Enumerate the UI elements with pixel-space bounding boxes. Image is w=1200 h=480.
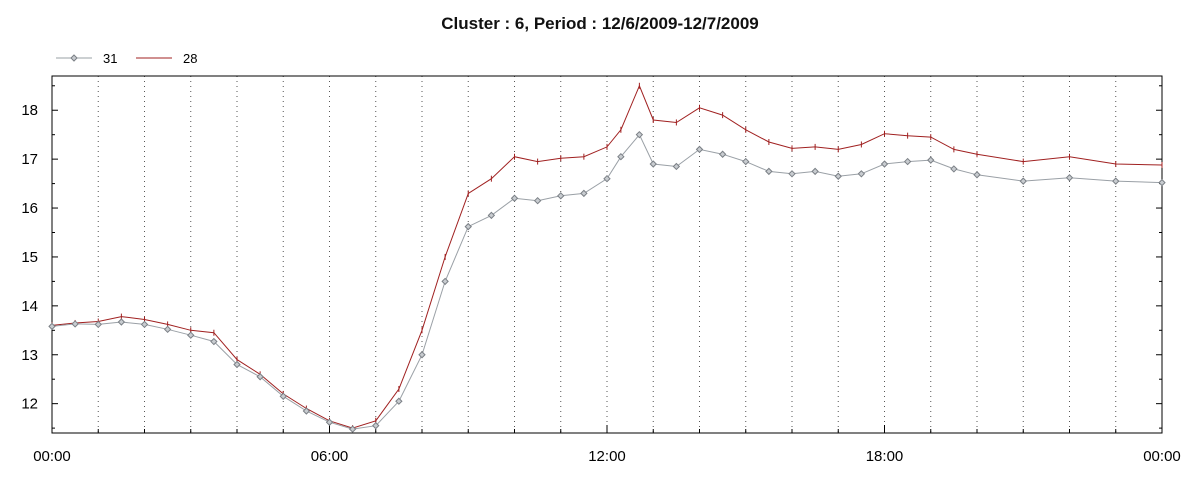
plot-frame bbox=[51, 75, 1163, 434]
data-point-31 bbox=[834, 172, 842, 180]
data-point-31 bbox=[718, 150, 727, 158]
data-point-31 bbox=[325, 418, 334, 426]
y-tick-label: 16 bbox=[21, 200, 38, 217]
data-point-31 bbox=[788, 170, 796, 178]
x-tick-label: 00:00 bbox=[1143, 448, 1181, 465]
data-point-31 bbox=[94, 320, 102, 329]
y-tick-label: 13 bbox=[21, 347, 38, 364]
data-point-31 bbox=[903, 157, 912, 166]
data-point-31 bbox=[464, 222, 472, 231]
legend-label-28: 28 bbox=[183, 51, 197, 66]
data-point-31 bbox=[117, 318, 126, 326]
y-tick-label: 15 bbox=[21, 249, 38, 266]
data-point-31 bbox=[557, 192, 565, 200]
x-tick-label: 00:00 bbox=[33, 448, 71, 465]
data-point-31 bbox=[950, 165, 958, 173]
data-point-31 bbox=[857, 170, 866, 178]
data-point-31 bbox=[256, 373, 264, 381]
legend-label-31: 31 bbox=[103, 51, 117, 66]
data-point-31 bbox=[348, 425, 357, 433]
x-tick-label: 18:00 bbox=[866, 448, 904, 465]
series-markers-31 bbox=[48, 130, 1166, 433]
data-point-31 bbox=[233, 360, 241, 369]
data-point-31 bbox=[302, 407, 311, 415]
data-point-31 bbox=[441, 277, 449, 286]
data-point-31 bbox=[695, 145, 704, 154]
data-point-31 bbox=[811, 167, 819, 176]
y-tick-label: 17 bbox=[21, 151, 38, 168]
data-point-31 bbox=[510, 194, 519, 202]
data-point-31 bbox=[279, 392, 287, 401]
data-point-31 bbox=[880, 160, 889, 168]
data-point-31 bbox=[1112, 177, 1120, 185]
data-point-31 bbox=[635, 130, 644, 139]
data-point-31 bbox=[418, 351, 426, 359]
data-point-31 bbox=[163, 325, 172, 334]
y-tick-label: 12 bbox=[21, 396, 38, 413]
chart-title: Cluster : 6, Period : 12/6/2009-12/7/200… bbox=[441, 14, 759, 33]
data-point-31 bbox=[187, 331, 195, 339]
series-line-31 bbox=[51, 133, 1163, 430]
data-point-31 bbox=[580, 189, 588, 198]
data-point-31 bbox=[210, 337, 218, 346]
data-point-31 bbox=[672, 162, 681, 171]
data-point-31 bbox=[1019, 177, 1027, 185]
data-point-31 bbox=[1158, 178, 1166, 187]
series-line-28 bbox=[51, 84, 1163, 429]
x-tick-label: 06:00 bbox=[311, 448, 349, 465]
data-point-31 bbox=[487, 211, 496, 220]
data-point-31 bbox=[372, 421, 380, 430]
data-point-31 bbox=[927, 156, 935, 164]
x-tick-label: 12:00 bbox=[588, 448, 626, 465]
data-point-31 bbox=[48, 322, 56, 331]
data-point-31 bbox=[973, 171, 981, 179]
legend-marker-31 bbox=[70, 54, 78, 62]
y-tick-label: 14 bbox=[21, 298, 38, 315]
data-point-31 bbox=[71, 320, 79, 328]
data-point-31 bbox=[649, 160, 657, 168]
data-point-31 bbox=[603, 174, 611, 183]
legend: 31 28 bbox=[56, 51, 197, 66]
data-point-31 bbox=[765, 167, 773, 176]
data-point-31 bbox=[533, 196, 542, 205]
data-point-31 bbox=[1065, 174, 1074, 182]
data-point-31 bbox=[395, 397, 403, 405]
data-point-31 bbox=[140, 320, 149, 329]
y-tick-label: 18 bbox=[21, 102, 38, 119]
data-point-31 bbox=[617, 152, 625, 161]
data-point-31 bbox=[742, 157, 750, 166]
